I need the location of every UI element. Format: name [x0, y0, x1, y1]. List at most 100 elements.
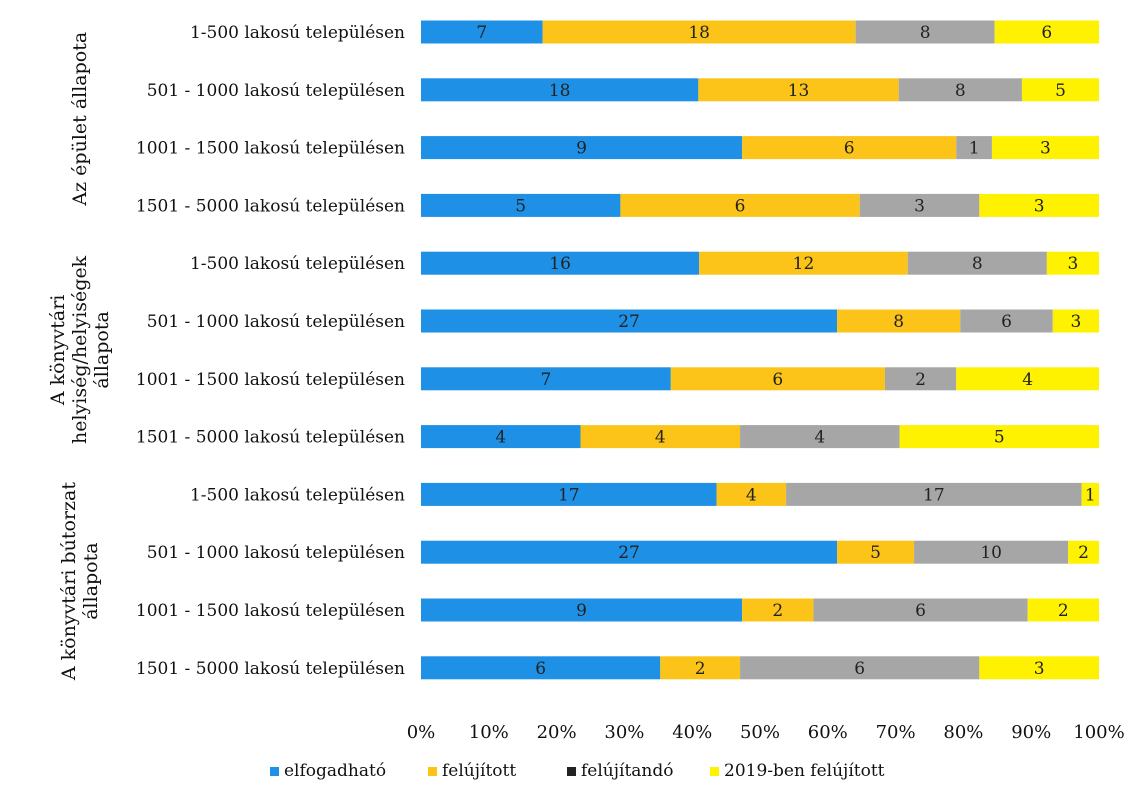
bar-segment-elfogadható — [421, 367, 671, 391]
bar-segment-felújítandó — [740, 656, 980, 680]
group-label-line: állapota — [80, 542, 102, 619]
x-tick-label: 70% — [876, 722, 916, 743]
data-label: 8 — [972, 254, 983, 274]
bar-segment-elfogadható — [421, 656, 661, 680]
data-label: 17 — [923, 485, 945, 505]
category-label: 1-500 lakosú településen — [190, 254, 405, 274]
data-label: 5 — [994, 428, 1005, 448]
x-tick-label: 30% — [604, 722, 644, 743]
bar-segment-elfogadható — [421, 251, 700, 275]
bar-segment-felújítandó — [884, 367, 957, 391]
bar-segment-elfogadható — [421, 598, 743, 622]
bar-segment-felújított — [837, 309, 961, 333]
bar-segment-felújított — [699, 251, 908, 275]
category-labels: 1-500 lakosú településen 501 - 1000 lakos… — [136, 23, 405, 679]
data-label: 4 — [655, 428, 666, 448]
bar-segment-2019-ben-felújított — [1052, 309, 1099, 333]
category-label: 1501 - 5000 lakosú településen — [136, 659, 405, 679]
data-label: 9 — [576, 139, 587, 159]
data-label: 27 — [618, 543, 640, 563]
data-label: 5 — [515, 196, 526, 216]
category-label: 501 - 1000 lakosú településen — [147, 312, 405, 332]
category-label: 501 - 1000 lakosú településen — [147, 81, 405, 101]
data-label: 10 — [980, 543, 1002, 563]
x-tick-label: 0% — [407, 722, 436, 743]
legend-label: 2019-ben felújított — [724, 761, 885, 781]
group-label-line: A könyvtári — [47, 295, 69, 407]
data-label: 27 — [618, 312, 640, 332]
bar-segment-felújított — [580, 425, 741, 449]
bar-segment-2019-ben-felújított — [1021, 78, 1099, 102]
group-label: A könyvtári bútorzatállapota — [58, 482, 102, 681]
bar-segment-elfogadható — [421, 309, 838, 333]
data-label: 4 — [746, 485, 757, 505]
data-label: 18 — [549, 81, 571, 101]
x-tick-label: 20% — [537, 722, 577, 743]
bar-segment-felújított — [716, 482, 787, 506]
group-label: Az épület állapota — [69, 32, 91, 207]
data-label: 2 — [915, 370, 926, 390]
bar-segment-felújított — [660, 656, 741, 680]
bar-segment-felújítandó — [813, 598, 1028, 622]
bar-segment-felújított — [742, 136, 957, 160]
bar-segment-felújítandó — [786, 482, 1082, 506]
data-label: 6 — [1041, 23, 1052, 43]
bar-segment-felújítandó — [898, 78, 1022, 102]
data-label: 6 — [915, 601, 926, 621]
data-label: 8 — [893, 312, 904, 332]
data-label: 2 — [1058, 601, 1069, 621]
group-label-line: A könyvtári bútorzat — [58, 482, 80, 681]
data-label: 7 — [476, 23, 487, 43]
category-label: 1501 - 5000 lakosú településen — [136, 196, 405, 216]
data-label: 1 — [969, 139, 980, 159]
data-label: 4 — [814, 428, 825, 448]
bar-segment-elfogadható — [421, 78, 699, 102]
x-tick-label: 100% — [1073, 722, 1124, 743]
data-label: 12 — [793, 254, 815, 274]
group-label-line: állapota — [91, 311, 113, 388]
bar-segment-felújított — [620, 193, 860, 217]
data-label: 8 — [955, 81, 966, 101]
bar-segment-felújítandó — [914, 540, 1069, 564]
x-tick-label: 90% — [1011, 722, 1051, 743]
category-label: 1-500 lakosú településen — [190, 23, 405, 43]
data-label: 2 — [695, 659, 706, 679]
bar-segment-2019-ben-felújított — [979, 193, 1099, 217]
data-label: 3 — [1034, 196, 1045, 216]
data-label: 1 — [1085, 485, 1096, 505]
data-label: 4 — [495, 428, 506, 448]
bar-segment-felújítandó — [956, 136, 992, 160]
data-label: 2 — [1078, 543, 1089, 563]
category-label: 1001 - 1500 lakosú településen — [136, 370, 405, 390]
legend: elfogadható felújított felújítandó 2019-ben… — [270, 761, 885, 781]
bar-segment-felújított — [542, 20, 856, 44]
group-label-line: helyiség/helyiségek — [69, 255, 91, 444]
bar-segment-2019-ben-felújított — [1081, 482, 1099, 506]
data-label: 3 — [914, 196, 925, 216]
x-tick-label: 50% — [740, 722, 780, 743]
bar-segment-2019-ben-felújított — [991, 136, 1099, 160]
bar-segment-elfogadható — [421, 20, 543, 44]
data-label: 8 — [920, 23, 931, 43]
bar-segment-felújítandó — [740, 425, 900, 449]
bar-segment-2019-ben-felújított — [979, 656, 1099, 680]
data-label: 6 — [1001, 312, 1012, 332]
category-label: 1001 - 1500 lakosú településen — [136, 601, 405, 621]
x-tick-label: 10% — [469, 722, 509, 743]
bar-segment-felújított — [698, 78, 899, 102]
bar-segment-2019-ben-felújított — [956, 367, 1099, 391]
category-label: 1501 - 5000 lakosú településen — [136, 428, 405, 448]
x-tick-label: 40% — [672, 722, 712, 743]
bar-segment-felújítandó — [960, 309, 1053, 333]
data-label: 18 — [688, 23, 710, 43]
bar-segment-felújított — [670, 367, 885, 391]
bar-segment-elfogadható — [421, 425, 581, 449]
group-label: A könyvtárihelyiség/helyiségekállapota — [47, 255, 113, 444]
bar-segment-felújított — [742, 598, 814, 622]
data-label: 3 — [1070, 312, 1081, 332]
data-label: 7 — [540, 370, 551, 390]
group-label-line: Az épület állapota — [69, 32, 91, 207]
data-label: 6 — [772, 370, 783, 390]
legend-label: elfogadható — [284, 761, 386, 781]
